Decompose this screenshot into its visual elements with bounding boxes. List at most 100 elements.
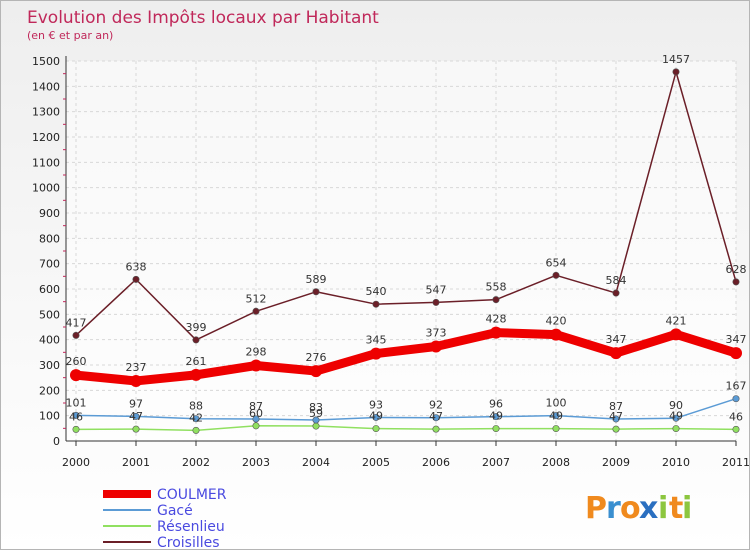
point-coulmer — [430, 340, 442, 353]
data-label-r-senlieu: 47 — [429, 410, 443, 423]
brand-letter: x — [639, 491, 658, 526]
y-tick-label: 1000 — [32, 182, 60, 195]
plot-area — [66, 61, 736, 441]
data-label-gac-: 101 — [66, 396, 87, 409]
data-label-croisilles: 1457 — [662, 53, 690, 66]
x-tick-label: 2001 — [122, 456, 150, 469]
point-coulmer — [70, 369, 82, 382]
data-label-croisilles: 512 — [246, 292, 267, 305]
brand-letter: P — [585, 491, 607, 526]
series-line-r-senlieu — [75, 425, 737, 432]
data-label-gac-: 88 — [189, 400, 203, 413]
x-tick-label: 2009 — [602, 456, 630, 469]
point-croisilles — [192, 336, 200, 344]
data-label-croisilles: 417 — [66, 316, 87, 329]
point-r-senlieu — [612, 425, 620, 433]
data-label-gac-: 97 — [129, 397, 143, 410]
data-label-croisilles: 654 — [546, 256, 567, 269]
point-croisilles — [732, 278, 740, 286]
legend-label-coulmer: COULMER — [157, 487, 227, 503]
y-tick-label: 900 — [39, 207, 60, 220]
point-croisilles — [132, 275, 140, 283]
point-coulmer — [370, 347, 382, 360]
point-coulmer — [610, 347, 622, 360]
data-label-gac-: 90 — [669, 399, 683, 412]
brand-letter: t — [669, 491, 683, 526]
data-labels: 260 237 261 298 276 345 373 428 420 347 421 347 101 9… — [66, 53, 747, 424]
x-tick-label: 2008 — [542, 456, 570, 469]
series-line-coulmer — [71, 328, 741, 386]
legend-label-gac-: Gacé — [157, 503, 193, 519]
y-tick-label: 1100 — [32, 156, 60, 169]
data-label-r-senlieu: 60 — [249, 407, 263, 420]
brand-letter: o — [620, 491, 641, 526]
data-label-gac-: 93 — [369, 398, 383, 411]
point-croisilles — [492, 296, 500, 304]
data-label-coulmer: 428 — [486, 313, 507, 326]
data-label-gac-: 100 — [546, 397, 567, 410]
point-gac- — [252, 415, 260, 423]
point-gac- — [132, 412, 140, 420]
legend-label-croisilles: Croisilles — [157, 535, 220, 549]
data-label-croisilles: 584 — [606, 274, 627, 287]
y-tick-label: 500 — [39, 308, 60, 321]
data-label-gac-: 167 — [726, 380, 747, 393]
data-label-coulmer: 420 — [546, 315, 567, 328]
brand-letter: i — [658, 491, 668, 526]
x-tick-label: 2011 — [722, 456, 749, 469]
point-coulmer — [670, 328, 682, 341]
point-r-senlieu — [672, 425, 680, 433]
data-label-croisilles: 547 — [426, 283, 447, 296]
data-label-r-senlieu: 47 — [129, 410, 143, 423]
y-tick-label: 800 — [39, 232, 60, 245]
data-label-gac-: 83 — [309, 401, 323, 414]
data-label-croisilles: 540 — [366, 285, 387, 298]
point-croisilles — [72, 331, 80, 339]
point-r-senlieu — [132, 425, 140, 433]
point-r-senlieu — [492, 425, 500, 433]
y-tick-label: 1200 — [32, 131, 60, 144]
data-label-coulmer: 298 — [246, 346, 267, 359]
data-label-r-senlieu: 46 — [69, 410, 83, 423]
data-label-r-senlieu: 47 — [609, 410, 623, 423]
point-croisilles — [552, 271, 560, 279]
point-coulmer — [250, 359, 262, 372]
series-lines — [70, 68, 742, 434]
point-croisilles — [432, 298, 440, 306]
point-r-senlieu — [732, 425, 740, 433]
point-coulmer — [490, 326, 502, 339]
series-line-gac- — [75, 397, 737, 421]
y-tick-label: 300 — [39, 359, 60, 372]
y-tick-label: 100 — [39, 410, 60, 423]
point-croisilles — [252, 307, 260, 315]
point-gac- — [732, 395, 740, 403]
point-coulmer — [190, 368, 202, 381]
data-label-gac-: 87 — [249, 400, 263, 413]
point-gac- — [672, 414, 680, 422]
data-label-coulmer: 421 — [666, 314, 687, 327]
data-label-croisilles: 589 — [306, 273, 327, 286]
data-label-croisilles: 399 — [186, 321, 207, 334]
data-label-r-senlieu: 59 — [309, 407, 323, 420]
chart-subtitle: (en € et par an) — [27, 29, 113, 42]
point-coulmer — [730, 347, 742, 360]
data-label-croisilles: 638 — [126, 260, 147, 273]
data-label-coulmer: 347 — [606, 333, 627, 346]
point-coulmer — [130, 374, 142, 387]
data-label-r-senlieu: 49 — [489, 410, 503, 423]
point-r-senlieu — [312, 422, 320, 430]
data-label-gac-: 92 — [429, 399, 443, 412]
x-tick-label: 2006 — [422, 456, 450, 469]
data-label-coulmer: 260 — [66, 355, 87, 368]
y-tick-label: 700 — [39, 258, 60, 271]
point-gac- — [312, 416, 320, 424]
point-coulmer — [550, 328, 562, 341]
legend-label-r-senlieu: Résenlieu — [157, 519, 225, 535]
data-label-r-senlieu: 42 — [189, 411, 203, 424]
y-tick-label: 1300 — [32, 106, 60, 119]
data-label-coulmer: 261 — [186, 355, 207, 368]
y-tick-label: 600 — [39, 283, 60, 296]
point-r-senlieu — [432, 425, 440, 433]
